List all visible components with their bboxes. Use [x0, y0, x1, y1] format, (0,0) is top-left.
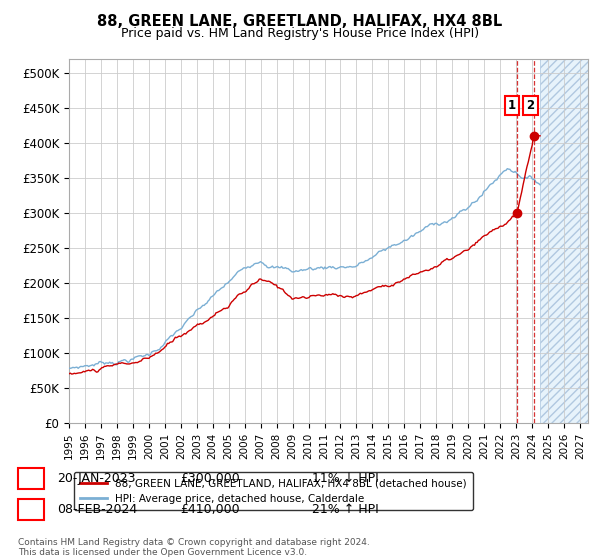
Text: 1: 1	[508, 99, 516, 112]
Text: Price paid vs. HM Land Registry's House Price Index (HPI): Price paid vs. HM Land Registry's House …	[121, 27, 479, 40]
Text: Contains HM Land Registry data © Crown copyright and database right 2024.
This d: Contains HM Land Registry data © Crown c…	[18, 538, 370, 557]
Text: £410,000: £410,000	[180, 503, 239, 516]
Text: 11% ↓ HPI: 11% ↓ HPI	[312, 472, 379, 486]
Text: 08-FEB-2024: 08-FEB-2024	[57, 503, 137, 516]
Text: 88, GREEN LANE, GREETLAND, HALIFAX, HX4 8BL: 88, GREEN LANE, GREETLAND, HALIFAX, HX4 …	[97, 14, 503, 29]
Text: 1: 1	[27, 472, 35, 486]
Text: £300,000: £300,000	[180, 472, 240, 486]
Legend: 88, GREEN LANE, GREETLAND, HALIFAX, HX4 8BL (detached house), HPI: Average price: 88, GREEN LANE, GREETLAND, HALIFAX, HX4 …	[74, 472, 473, 510]
Text: 2: 2	[27, 503, 35, 516]
Text: 20-JAN-2023: 20-JAN-2023	[57, 472, 136, 486]
Bar	[540, 59, 588, 423]
Text: 21% ↑ HPI: 21% ↑ HPI	[312, 503, 379, 516]
Text: 2: 2	[526, 99, 535, 112]
Bar	[540, 59, 588, 423]
